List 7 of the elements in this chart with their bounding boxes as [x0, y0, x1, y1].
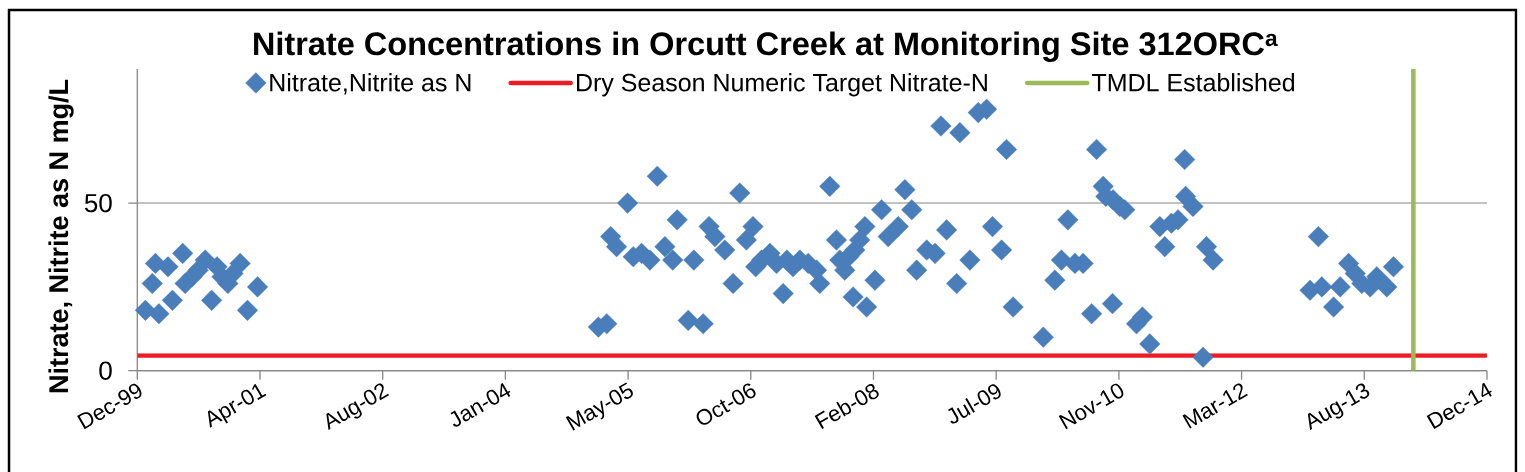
- legend-label: Dry Season Numeric Target Nitrate-N: [577, 73, 987, 97]
- chart-title: Nitrate Concentrations in Orcutt Creek at Monitoring Site 312ORC$^{a}$: [254, 31, 1278, 62]
- legend-label: TMDL Established: [1092, 73, 1295, 92]
- legend-label: Nitrate,Nitrite as N: [270, 73, 471, 95]
- y-tick-label: 0: [99, 361, 112, 380]
- y-tick-label: 50: [84, 193, 112, 213]
- y-axis-title: Nitrate, Nitrite as N mg/L: [48, 79, 74, 393]
